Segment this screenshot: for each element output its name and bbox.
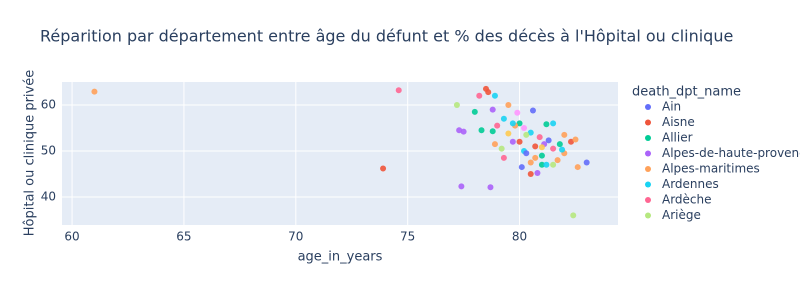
legend-label: Alpes-maritimes [662,162,760,176]
scatter-point [523,131,530,138]
scatter-point [550,120,557,127]
scatter-point [572,136,579,143]
scatter-point [543,121,550,128]
legend-label: Allier [662,131,693,145]
scatter-point [534,170,541,177]
scatter-point [380,165,387,172]
scatter-point [395,87,402,94]
scatter-point [505,101,512,108]
scatter-point [489,128,496,135]
scatter-point [536,134,543,141]
legend-marker [645,119,651,126]
scatter-point [538,161,545,168]
scatter-point [527,159,534,166]
scatter-point [505,130,512,137]
scatter-point [498,145,505,152]
y-axis-title: Hôpital ou clinique privée [23,70,38,236]
legend-marker [645,181,651,188]
x-tick-label: 75 [400,230,415,244]
scatter-point [516,120,523,127]
scatter-point [491,141,498,148]
scatter-point [527,129,534,136]
scatter-point [556,141,563,148]
scatter-point [489,106,496,113]
scatter-point [509,120,516,127]
scatter-point [500,115,507,122]
x-tick-label: 60 [64,230,79,244]
scatter-point [543,161,550,168]
scatter-point [471,108,478,115]
scatter-point [521,124,528,131]
scatter-point [478,127,485,134]
scatter-point [509,138,516,145]
scatter-point [538,144,545,151]
legend-marker [645,212,651,219]
scatter-point [529,107,536,114]
legend-label: Ardennes [662,177,719,191]
chart-title: Réparition par département entre âge du … [40,27,733,46]
scatter-point [514,109,521,116]
scatter-point [538,152,545,159]
scatter-point [516,138,523,145]
scatter-point [574,164,581,171]
x-axis-title: age_in_years [298,250,383,265]
legend-title: death_dpt_name [632,85,741,100]
legend-label: Ariège [662,208,701,222]
legend-label: Alpes-de-haute-provence [662,146,800,160]
scatter-point [545,137,552,144]
legend-marker [645,150,651,157]
x-tick-label: 80 [512,230,527,244]
scatter-point [485,89,492,96]
legend-label: Aisne [662,115,695,129]
y-tick-label: 40 [41,189,56,203]
legend-marker [645,104,651,110]
scatter-point [500,154,507,161]
scatter-point [550,145,557,152]
scatter-point [527,170,534,177]
scatter-point [550,161,557,168]
scatter-point [91,88,98,95]
scatter-point [487,184,494,191]
legend-marker [645,197,651,203]
scatter-point [491,92,498,99]
scatter-point [476,92,483,99]
x-tick-label: 65 [176,230,191,244]
scatter-point [458,183,465,190]
plot-area [62,82,618,225]
scatter-point [583,159,590,166]
legend-label: Ain [662,100,681,114]
y-tick-label: 60 [41,97,56,111]
scatter-point [532,143,539,150]
scatter-point [494,122,501,129]
scatter-point [570,212,577,219]
scatter-point [561,131,568,138]
scatter-point [532,154,539,161]
legend-label: Ardèche [662,193,712,207]
y-tick-label: 50 [41,143,56,157]
scatter-point [460,128,467,135]
scatter-point [554,157,561,164]
legend-marker [645,135,651,141]
x-tick-label: 70 [288,230,303,244]
scatter-point [453,101,460,108]
scatter-point [568,138,575,145]
scatter-point [523,150,530,157]
scatter-point [559,146,566,153]
scatter-point [518,164,525,171]
legend-marker [645,166,651,172]
